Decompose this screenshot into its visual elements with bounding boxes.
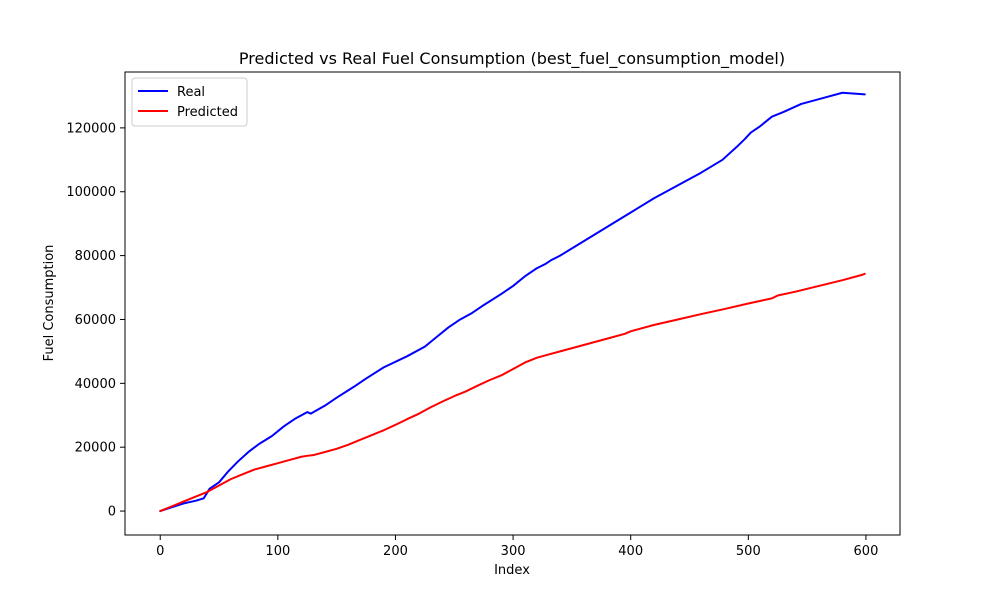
x-tick-label: 100 — [265, 544, 290, 559]
x-axis-label: Index — [494, 563, 530, 578]
legend: Real Predicted — [131, 77, 248, 127]
chart-title: Predicted vs Real Fuel Consumption (best… — [239, 49, 785, 69]
y-tick-label: 40000 — [75, 377, 116, 392]
y-tick-label: 80000 — [75, 249, 116, 264]
y-tick-label: 60000 — [75, 313, 116, 328]
y-tick-label: 0 — [108, 505, 116, 520]
x-tick-label: 600 — [854, 544, 879, 559]
legend-label-predicted: Predicted — [177, 105, 238, 120]
y-axis-label: Fuel Consumption — [42, 245, 57, 362]
x-tick-label: 300 — [501, 544, 526, 559]
series-line-predicted — [159, 272, 866, 513]
x-tick-label: 0 — [156, 544, 164, 559]
x-tick-label: 400 — [618, 544, 643, 559]
y-tick-label: 120000 — [66, 121, 116, 136]
series-line-real — [159, 91, 866, 513]
series-layer — [159, 91, 866, 513]
y-tick-label: 20000 — [75, 441, 116, 456]
y-axis: 0 20000 40000 60000 80000 100000 120000 — [66, 121, 125, 520]
plot-area — [125, 72, 900, 535]
x-tick-label: 500 — [736, 544, 761, 559]
legend-label-real: Real — [177, 85, 205, 100]
y-tick-label: 100000 — [66, 185, 116, 200]
x-tick-label: 200 — [383, 544, 408, 559]
x-axis: 0 100 200 300 400 500 600 — [156, 535, 878, 559]
plot-frame — [124, 71, 901, 536]
